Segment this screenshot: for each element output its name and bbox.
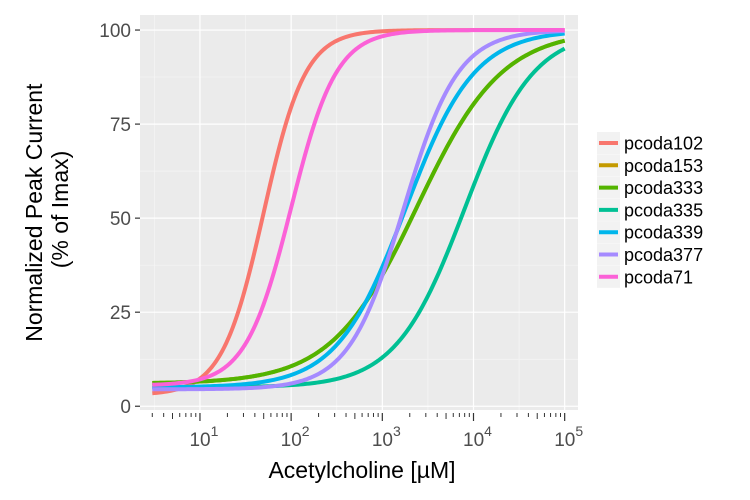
series-line-pcoda71 — [152, 28, 565, 387]
grid-minor — [140, 15, 578, 410]
x-axis: 101 102 103 104 105 — [151, 413, 583, 451]
y-axis: 0 25 50 75 100 — [99, 21, 140, 418]
legend-item-pcoda339: pcoda339 — [597, 221, 703, 244]
plot-panel — [140, 15, 578, 410]
x-tick-label: 105 — [554, 423, 583, 451]
x-tick-label: 104 — [463, 423, 492, 451]
y-tick-label: 25 — [110, 303, 131, 324]
legend-label: pcoda153 — [624, 156, 703, 176]
legend-item-pcoda71: pcoda71 — [597, 265, 693, 288]
y-tick-label: 75 — [110, 115, 131, 136]
legend-label: pcoda71 — [624, 267, 693, 287]
y-tick-label: 50 — [110, 209, 131, 230]
legend-item-pcoda102: pcoda102 — [597, 132, 703, 154]
legend-item-pcoda377: pcoda377 — [597, 243, 703, 266]
y-axis-title: Normalized Peak Current (% of Imax) — [21, 77, 73, 342]
y-axis-title-line-2: (% of Imax) — [47, 151, 73, 269]
series-line-pcoda377 — [152, 29, 565, 392]
x-tick-label: 101 — [189, 423, 218, 451]
legend-item-pcoda153: pcoda153 — [597, 154, 703, 177]
legend-label: pcoda335 — [624, 200, 703, 220]
x-tick-label: 102 — [281, 423, 310, 451]
x-axis-title: Acetylcholine [µM] — [268, 457, 455, 483]
legend-label: pcoda377 — [624, 245, 703, 265]
legend-item-pcoda335: pcoda335 — [597, 198, 703, 221]
legend-label: pcoda333 — [624, 178, 703, 198]
y-axis-title-line-1: Normalized Peak Current — [21, 83, 47, 342]
legend-label: pcoda102 — [624, 134, 703, 154]
series-lines — [152, 28, 566, 396]
y-tick-label: 100 — [99, 21, 131, 42]
legend-item-pcoda333: pcoda333 — [597, 176, 703, 199]
legend-label: pcoda339 — [624, 223, 703, 243]
x-tick-label: 103 — [372, 423, 401, 451]
y-tick-label: 0 — [120, 397, 131, 418]
series-line-pcoda339 — [152, 31, 565, 390]
